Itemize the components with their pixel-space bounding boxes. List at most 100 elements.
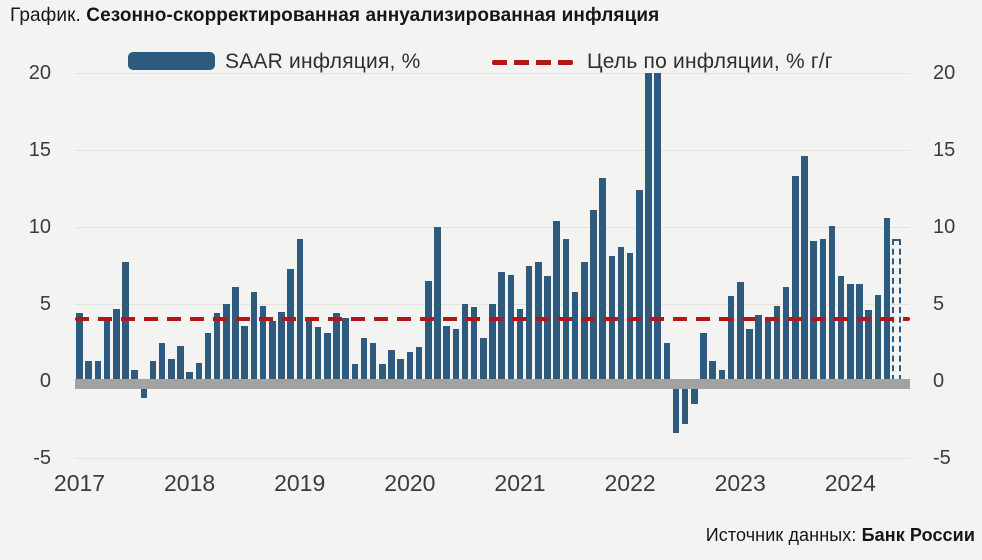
bar-2021-12 bbox=[617, 247, 625, 381]
x-axis-label-2023: 2023 bbox=[714, 470, 766, 496]
bar-2017-08 bbox=[140, 381, 147, 398]
bar-2021-10 bbox=[599, 177, 606, 381]
bar-2024-05 bbox=[883, 217, 891, 381]
y-axis-label-left-20: 20 bbox=[28, 62, 51, 84]
bar-2021-02 bbox=[525, 265, 533, 381]
bar-2017-03 bbox=[94, 361, 102, 381]
bar-2023-09 bbox=[810, 240, 817, 381]
legend-target-dash-icon bbox=[492, 60, 573, 65]
bar-2020-07 bbox=[461, 304, 469, 381]
bar-2017-05 bbox=[113, 308, 120, 381]
bar-2020-05 bbox=[443, 325, 450, 381]
bar-2022-11 bbox=[718, 370, 726, 381]
bar-2018-06 bbox=[232, 287, 239, 381]
bar-2022-10 bbox=[709, 361, 716, 381]
bar-2023-06 bbox=[782, 287, 790, 381]
bar-2022-08 bbox=[691, 381, 698, 405]
bar-2021-08 bbox=[581, 262, 588, 381]
bar-2024-02 bbox=[856, 284, 863, 381]
y-axis-label-left--5: -5 bbox=[33, 447, 51, 469]
bar-2020-11 bbox=[498, 271, 505, 381]
bar-2020-01 bbox=[406, 351, 414, 381]
bar-2022-05 bbox=[663, 342, 670, 381]
bar-2019-05 bbox=[333, 313, 340, 381]
bar-2020-04 bbox=[434, 227, 441, 381]
bar-2017-10 bbox=[158, 342, 166, 381]
y-axis-label-left-10: 10 bbox=[28, 216, 51, 238]
bar-2024-06 bbox=[891, 239, 901, 381]
legend: SAAR инфляция, % Цель по инфляции, % г/г bbox=[0, 0, 982, 80]
bar-2017-04 bbox=[103, 320, 111, 381]
bar-2017-09 bbox=[149, 361, 157, 381]
bar-2020-02 bbox=[415, 347, 423, 381]
bar-2024-01 bbox=[847, 284, 854, 381]
bar-2017-07 bbox=[131, 370, 138, 381]
gridline--5 bbox=[75, 457, 910, 459]
bar-2019-06 bbox=[342, 317, 349, 381]
bar-2018-01 bbox=[186, 371, 193, 381]
bar-2021-07 bbox=[571, 291, 579, 381]
bar-2023-02 bbox=[746, 328, 753, 381]
y-axis-label-left-0: 0 bbox=[39, 370, 51, 392]
bar-2021-09 bbox=[590, 210, 597, 381]
title-prefix: График. bbox=[10, 5, 81, 26]
y-axis-label-left-15: 15 bbox=[28, 139, 51, 161]
bar-2020-03 bbox=[425, 280, 432, 381]
y-axis-label-right--5: -5 bbox=[933, 447, 951, 469]
bar-2019-12 bbox=[397, 359, 404, 381]
bar-2017-02 bbox=[85, 361, 92, 381]
bar-2021-05 bbox=[553, 220, 560, 381]
legend-target-label: Цель по инфляции, % г/г bbox=[587, 50, 833, 73]
bar-2021-06 bbox=[562, 239, 570, 381]
y-axis-label-right-15: 15 bbox=[933, 139, 956, 161]
bar-2021-04 bbox=[544, 276, 551, 381]
bar-2019-11 bbox=[388, 350, 395, 381]
bar-2020-08 bbox=[470, 307, 478, 381]
x-axis-label-2021: 2021 bbox=[494, 470, 546, 496]
x-axis-label-2019: 2019 bbox=[274, 470, 326, 496]
bar-2018-07 bbox=[241, 325, 248, 381]
bar-2019-08 bbox=[360, 337, 368, 381]
bar-2023-08 bbox=[801, 156, 808, 381]
gridline-20 bbox=[75, 72, 910, 74]
bar-2023-07 bbox=[792, 176, 799, 381]
bar-2022-09 bbox=[700, 333, 707, 381]
bar-2019-03 bbox=[314, 327, 322, 381]
y-axis-label-right-5: 5 bbox=[933, 293, 945, 315]
bar-2019-01 bbox=[296, 239, 303, 381]
title-main: Сезонно-скорректированная аннуализирован… bbox=[86, 5, 660, 26]
bar-2018-05 bbox=[223, 304, 230, 381]
bar-2021-01 bbox=[516, 308, 524, 381]
bar-2019-10 bbox=[379, 364, 386, 381]
x-axis-label-2017: 2017 bbox=[53, 470, 106, 496]
bar-2017-01 bbox=[76, 313, 83, 381]
bar-2022-12 bbox=[727, 296, 735, 381]
bar-2024-03 bbox=[865, 310, 872, 381]
bar-2020-10 bbox=[489, 304, 496, 381]
y-axis-label-right-0: 0 bbox=[933, 370, 945, 392]
bar-2023-11 bbox=[828, 225, 836, 381]
bar-2023-12 bbox=[837, 276, 845, 381]
bar-2023-04 bbox=[764, 317, 771, 381]
bar-2018-10 bbox=[269, 320, 276, 381]
bar-2017-11 bbox=[168, 359, 175, 381]
bar-2020-12 bbox=[507, 274, 514, 381]
bar-2023-10 bbox=[819, 239, 826, 381]
bar-2019-02 bbox=[305, 320, 313, 381]
bar-2023-01 bbox=[737, 282, 744, 381]
zero-axis-line bbox=[75, 379, 910, 389]
y-axis-label-left-5: 5 bbox=[39, 293, 51, 315]
bar-2020-09 bbox=[480, 337, 487, 381]
y-axis-label-right-20: 20 bbox=[933, 62, 956, 84]
bar-2017-12 bbox=[177, 345, 184, 381]
bar-2022-02 bbox=[636, 190, 643, 381]
x-axis-label-2020: 2020 bbox=[384, 470, 436, 496]
bar-2022-04 bbox=[654, 73, 661, 381]
bar-2018-11 bbox=[278, 311, 285, 381]
y-axis-label-right-10: 10 bbox=[933, 216, 956, 238]
bar-2018-09 bbox=[259, 305, 267, 381]
bar-2018-02 bbox=[195, 362, 202, 381]
bar-2022-06 bbox=[672, 381, 680, 434]
bar-2019-04 bbox=[324, 333, 331, 381]
